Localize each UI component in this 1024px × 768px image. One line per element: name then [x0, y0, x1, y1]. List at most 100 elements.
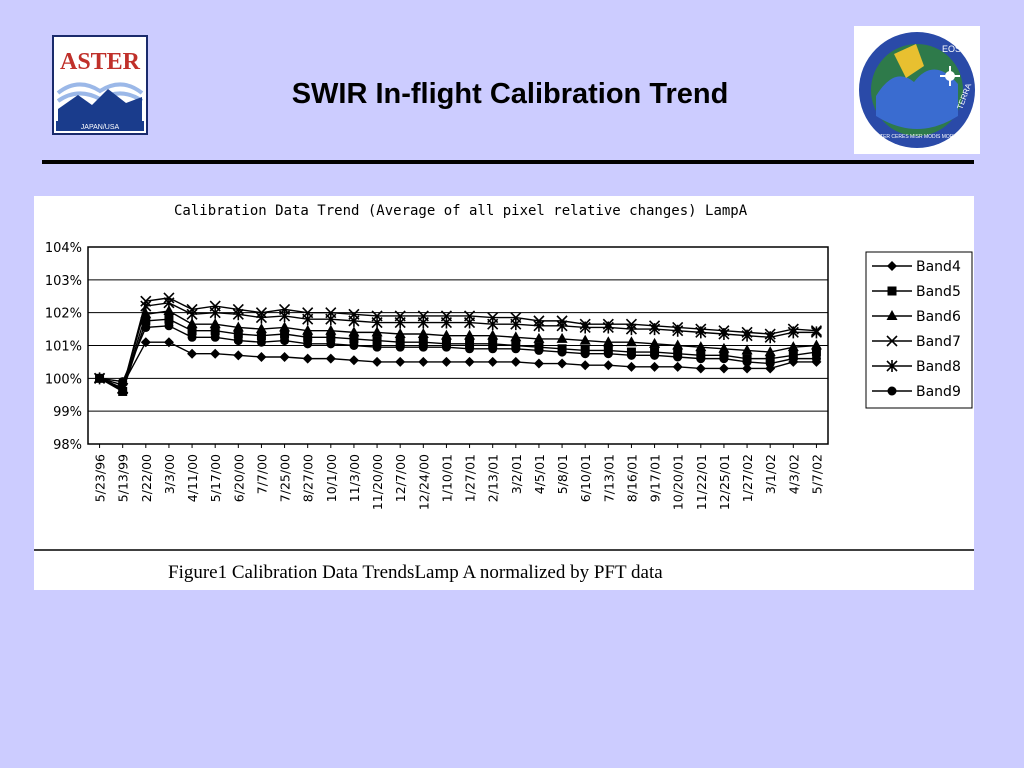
x-tick-label: 4/11/00 — [185, 454, 200, 502]
data-point-band5 — [765, 354, 775, 364]
data-point-band6 — [440, 329, 452, 340]
data-point-band6 — [186, 318, 198, 329]
legend-label-band8: Band8 — [916, 359, 961, 375]
data-point-band6 — [371, 326, 383, 337]
data-point-band9 — [511, 344, 521, 354]
data-point-band8 — [533, 319, 545, 332]
data-point-band8 — [625, 323, 638, 336]
data-point-band8 — [741, 329, 753, 342]
data-point-band4 — [533, 358, 544, 369]
data-point-band6 — [302, 324, 314, 335]
calibration-trend-chart: Calibration Data Trend (Average of all p… — [34, 203, 974, 583]
data-point-band6 — [325, 324, 337, 335]
data-point-band9 — [719, 354, 729, 364]
legend-label-band5: Band5 — [916, 284, 961, 300]
data-point-band6 — [764, 346, 776, 357]
x-tick-label: 11/20/00 — [370, 454, 385, 510]
data-point-band6 — [209, 318, 221, 329]
data-point-band6 — [163, 305, 175, 316]
x-tick-label: 6/20/00 — [231, 454, 246, 502]
x-tick-label: 3/3/00 — [162, 454, 177, 494]
data-point-band8 — [787, 326, 799, 339]
x-tick-label: 5/13/99 — [116, 454, 131, 502]
data-point-band9 — [534, 345, 544, 355]
x-tick-label: 1/27/02 — [740, 454, 755, 502]
data-point-band9 — [256, 337, 266, 347]
data-point-band9 — [372, 342, 382, 352]
data-point-band4 — [464, 356, 475, 367]
x-tick-label: 8/16/01 — [624, 454, 639, 502]
legend-box — [865, 251, 973, 409]
data-point-band8 — [255, 311, 268, 324]
data-point-band8 — [487, 318, 499, 331]
aster-logo-subtext: JAPAN/USA — [81, 124, 120, 131]
data-point-band6 — [787, 341, 799, 352]
data-point-band5 — [326, 332, 336, 342]
data-point-band9 — [349, 341, 359, 350]
y-tick-label: 98% — [53, 438, 82, 453]
data-point-band6 — [464, 329, 476, 340]
data-point-band6 — [348, 326, 360, 337]
data-point-band4 — [279, 351, 290, 362]
data-point-band9 — [673, 352, 683, 362]
aster-logo: ASTER JAPAN/USA — [52, 35, 148, 135]
data-point-band9 — [303, 339, 313, 349]
data-point-band8 — [325, 313, 337, 326]
data-point-band8 — [648, 323, 661, 336]
aster-logo-text: ASTER — [60, 49, 141, 75]
data-point-band8 — [302, 313, 314, 326]
data-point-band9 — [210, 332, 220, 342]
data-point-band9 — [742, 357, 752, 367]
y-tick-label: 104% — [45, 241, 82, 256]
data-point-band4 — [510, 356, 521, 367]
data-point-band4 — [742, 363, 753, 374]
figure-caption: Figure1 Calibration Data TrendsLamp A no… — [168, 562, 663, 583]
data-point-band5 — [233, 329, 243, 339]
x-tick-label: 5/17/00 — [208, 454, 223, 502]
legend-marker-band6 — [886, 310, 898, 320]
data-point-band8 — [371, 316, 383, 329]
x-tick-label: 12/24/00 — [416, 454, 431, 510]
data-point-band8 — [417, 316, 429, 329]
x-tick-label: 7/13/01 — [601, 454, 616, 502]
data-point-band4 — [649, 361, 660, 372]
x-tick-label: 5/8/01 — [555, 454, 570, 494]
data-point-band9 — [557, 347, 567, 357]
x-tick-label: 4/3/02 — [786, 454, 801, 494]
data-point-band5 — [465, 339, 475, 349]
data-point-band6 — [602, 336, 614, 347]
data-point-band8 — [810, 326, 823, 339]
data-point-band9 — [626, 350, 636, 360]
x-tick-label: 12/25/01 — [717, 454, 732, 510]
chart-title: Calibration Data Trend (Average of all p… — [174, 203, 748, 219]
data-point-band5 — [256, 331, 266, 341]
data-point-band6 — [417, 328, 429, 339]
data-point-band4 — [187, 348, 198, 359]
data-point-band5 — [280, 329, 290, 339]
data-point-band6 — [232, 321, 244, 332]
data-point-band6 — [718, 342, 730, 353]
data-point-band4 — [233, 350, 244, 361]
data-point-band9 — [187, 332, 197, 342]
x-tick-label: 10/20/01 — [671, 454, 686, 510]
y-tick-label: 103% — [45, 274, 82, 289]
data-point-band9 — [441, 342, 451, 352]
data-point-band9 — [488, 344, 498, 354]
data-point-band4 — [603, 360, 614, 371]
data-point-band9 — [233, 336, 243, 346]
legend-marker-band7 — [886, 335, 898, 347]
series-line-band8 — [99, 302, 817, 390]
eos-logo-ring-text: ASTER CERES MISR MODIS MOPITT — [873, 134, 960, 140]
legend-marker-band9 — [887, 386, 897, 396]
data-point-band9 — [788, 354, 798, 364]
data-point-band5 — [141, 316, 151, 326]
data-point-band5 — [210, 326, 220, 336]
legend-label-band9: Band9 — [916, 384, 961, 400]
legend-label-band7: Band7 — [916, 334, 961, 350]
data-point-band9 — [765, 359, 775, 369]
data-point-band4 — [210, 348, 221, 359]
y-tick-label: 100% — [45, 372, 82, 387]
x-tick-label: 2/13/01 — [486, 454, 501, 502]
legend-label-band6: Band6 — [916, 309, 961, 325]
data-point-band6 — [649, 337, 661, 348]
